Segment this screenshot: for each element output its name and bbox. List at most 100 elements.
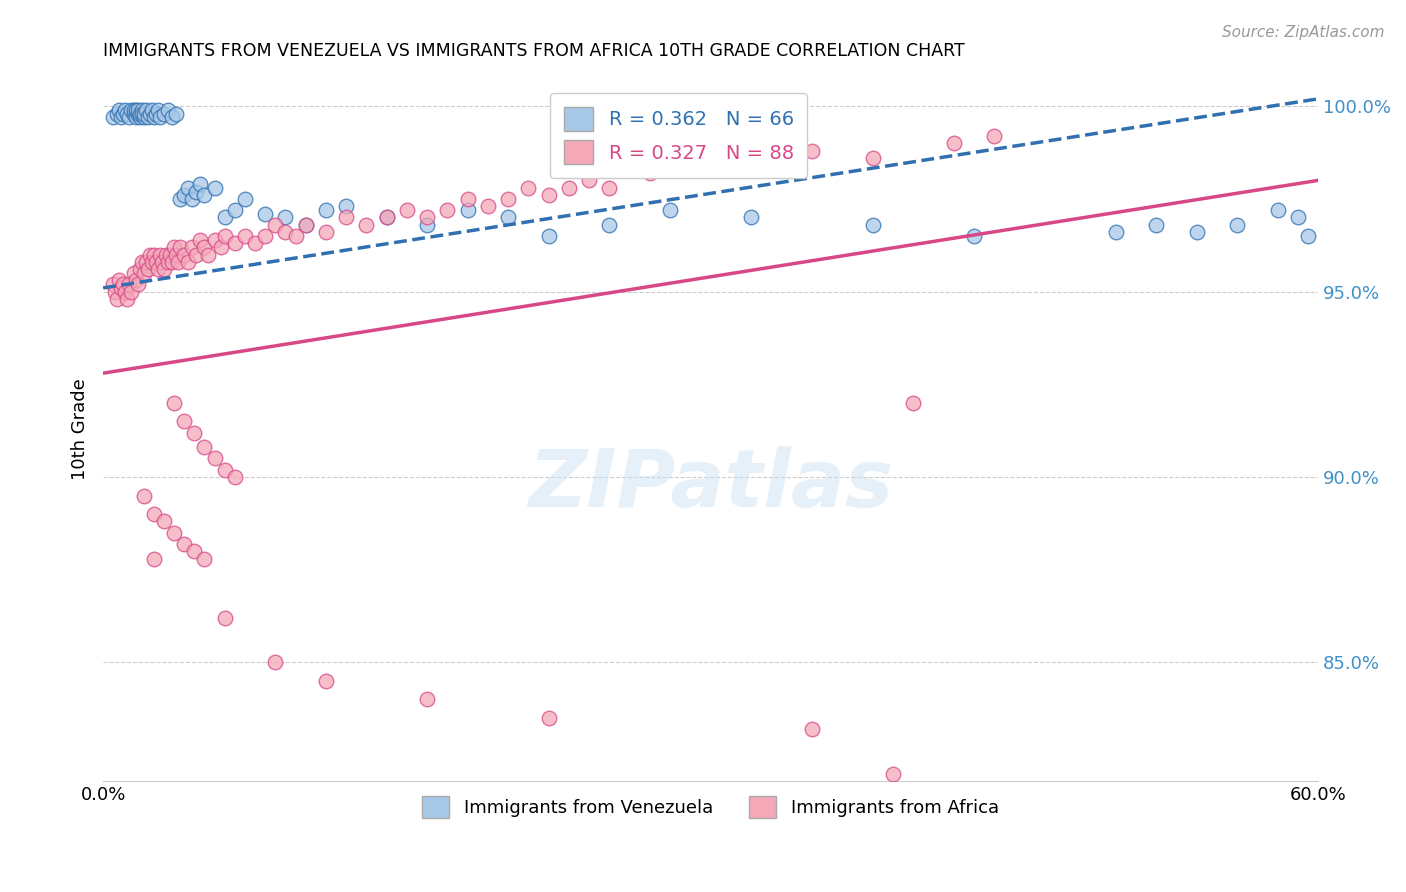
Point	[356, 218, 378, 232]
Point	[882, 766, 904, 780]
Point	[214, 611, 236, 625]
Point	[598, 181, 620, 195]
Point	[169, 192, 191, 206]
Point	[598, 218, 620, 232]
Point	[173, 537, 195, 551]
Point	[659, 202, 682, 217]
Point	[335, 199, 357, 213]
Point	[124, 111, 146, 125]
Point	[224, 202, 246, 217]
Point	[1267, 202, 1289, 217]
Point	[146, 262, 169, 277]
Point	[128, 262, 150, 277]
Point	[193, 240, 215, 254]
Point	[132, 111, 155, 125]
Point	[254, 207, 277, 221]
Point	[416, 692, 439, 706]
Point	[141, 103, 163, 117]
Point	[103, 111, 125, 125]
Point	[457, 202, 479, 217]
Point	[983, 128, 1005, 143]
Point	[243, 236, 266, 251]
Point	[204, 451, 226, 466]
Point	[193, 188, 215, 202]
Point	[177, 181, 200, 195]
Point	[136, 262, 159, 277]
Point	[416, 211, 439, 225]
Point	[156, 255, 179, 269]
Point	[105, 292, 128, 306]
Point	[209, 240, 232, 254]
Point	[375, 211, 398, 225]
Point	[186, 185, 208, 199]
Point	[146, 103, 169, 117]
Point	[156, 103, 179, 117]
Point	[197, 247, 219, 261]
Point	[537, 229, 560, 244]
Point	[214, 211, 236, 225]
Point	[127, 103, 149, 117]
Point	[800, 722, 823, 736]
Point	[127, 277, 149, 292]
Point	[160, 111, 183, 125]
Point	[188, 233, 211, 247]
Point	[114, 103, 136, 117]
Point	[173, 414, 195, 428]
Point	[142, 507, 165, 521]
Point	[117, 106, 139, 120]
Point	[122, 266, 145, 280]
Point	[862, 218, 884, 232]
Point	[142, 111, 165, 125]
Point	[181, 240, 204, 254]
Point	[578, 173, 600, 187]
Point	[436, 202, 458, 217]
Point	[183, 544, 205, 558]
Point	[294, 218, 316, 232]
Point	[124, 103, 146, 117]
Point	[181, 192, 204, 206]
Point	[193, 440, 215, 454]
Point	[121, 103, 143, 117]
Point	[800, 144, 823, 158]
Point	[135, 103, 157, 117]
Point	[122, 106, 145, 120]
Point	[264, 656, 287, 670]
Point	[118, 111, 141, 125]
Point	[131, 106, 153, 120]
Point	[136, 111, 159, 125]
Point	[294, 218, 316, 232]
Point	[274, 225, 297, 239]
Point	[224, 470, 246, 484]
Point	[1296, 229, 1319, 244]
Point	[204, 181, 226, 195]
Point	[183, 425, 205, 440]
Point	[117, 292, 139, 306]
Point	[204, 233, 226, 247]
Point	[145, 106, 167, 120]
Text: ZIPatlas: ZIPatlas	[529, 446, 893, 524]
Point	[214, 229, 236, 244]
Point	[149, 247, 172, 261]
Point	[112, 277, 135, 292]
Point	[159, 247, 181, 261]
Legend: Immigrants from Venezuela, Immigrants from Africa: Immigrants from Venezuela, Immigrants fr…	[415, 789, 1007, 825]
Point	[142, 551, 165, 566]
Point	[173, 247, 195, 261]
Point	[315, 202, 337, 217]
Point	[142, 247, 165, 261]
Point	[150, 255, 173, 269]
Point	[496, 211, 519, 225]
Point	[169, 240, 191, 254]
Point	[128, 111, 150, 125]
Point	[165, 247, 187, 261]
Point	[963, 229, 986, 244]
Point	[188, 177, 211, 191]
Point	[416, 218, 439, 232]
Point	[149, 111, 172, 125]
Point	[699, 154, 721, 169]
Point	[496, 192, 519, 206]
Point	[132, 266, 155, 280]
Point	[517, 181, 540, 195]
Point	[233, 229, 256, 244]
Point	[862, 151, 884, 165]
